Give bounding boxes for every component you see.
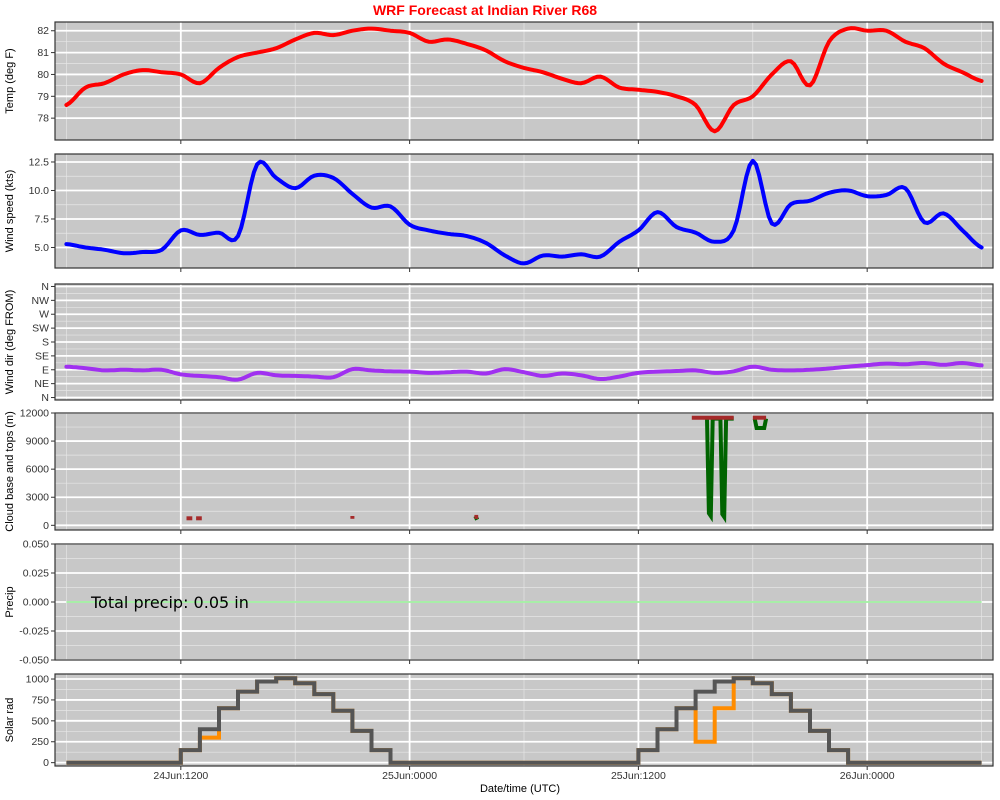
panel-border <box>54 673 994 767</box>
y-tick-label: 80 <box>37 69 49 81</box>
y-tick-label: 0.025 <box>23 568 49 580</box>
y-tick-label: 500 <box>31 715 49 727</box>
solar-clear-sky-line <box>66 676 982 765</box>
y-tick-label: 7.5 <box>34 213 49 225</box>
plot-area <box>64 26 984 134</box>
panel-border <box>54 21 994 141</box>
wind_speed-line <box>64 158 984 266</box>
y-tick-label: W <box>39 309 49 321</box>
wind_dir-line <box>64 361 984 382</box>
panel-border <box>54 412 994 531</box>
total-precip-annotation: Total precip: 0.05 in <box>90 593 249 612</box>
y-tick-label: -0.050 <box>19 655 49 667</box>
y-tick-label: 3000 <box>26 492 50 504</box>
y-tick-label: -0.025 <box>19 626 49 638</box>
y-tick-label: 5.0 <box>34 242 49 254</box>
y-tick-label: 6000 <box>26 464 50 476</box>
y-tick-label: 0.000 <box>23 597 49 609</box>
panel-solar: 0 250 500 750 1000 Solar rad <box>4 673 994 770</box>
y-tick-label: 12.5 <box>29 156 50 168</box>
y-tick-label: 82 <box>37 25 49 37</box>
x-tick-label: 26Jun:0000 <box>840 770 895 782</box>
x-axis: 24Jun:1200 25Jun:0000 25Jun:1200 26Jun:0000 <box>153 770 894 782</box>
y-axis-label: Cloud base and tops (m) <box>4 411 16 531</box>
panel-precip: Total precip: 0.05 in -0.050 -0.025 0.000 0.… <box>4 539 994 667</box>
panel-wind_speed: 5.0 7.5 10.0 12.5 Wind speed (kts) <box>4 153 994 272</box>
y-tick-label: E <box>42 364 49 376</box>
plot-area <box>66 676 982 765</box>
y-tick-label: 81 <box>37 47 49 59</box>
y-axis-label: Solar rad <box>4 698 16 743</box>
y-tick-label: 79 <box>37 91 49 103</box>
y-axis-label: Temp (deg F) <box>4 48 16 113</box>
y-tick-label: 0.050 <box>23 539 49 551</box>
y-tick-label: 0 <box>43 757 49 769</box>
y-tick-label: N <box>41 281 49 293</box>
panels: 78 79 80 81 82 Temp (deg F) 5.0 7.5 10.0 12.5 Wind… <box>4 21 994 770</box>
y-tick-label: SW <box>32 323 49 335</box>
figure-title: WRF Forecast at Indian River R68 <box>373 2 597 18</box>
y-tick-label: 250 <box>31 736 49 748</box>
panel-wind_dir: N NE E SES SW W NW N Wind dir (deg FROM) <box>4 281 994 404</box>
x-axis-label: Date/time (UTC) <box>480 783 560 795</box>
temp-line <box>64 26 984 134</box>
y-tick-label: 78 <box>37 113 49 125</box>
x-tick-label: 25Jun:1200 <box>611 770 666 782</box>
plot-area <box>64 361 984 382</box>
panel-border <box>54 153 994 269</box>
y-tick-label: NW <box>32 295 50 307</box>
y-tick-label: S <box>42 337 49 349</box>
y-tick-label: N <box>41 392 49 404</box>
panel-cloud: 0 3000 6000 9000 12000 Cloud base and tops (m… <box>4 408 994 534</box>
plot-area <box>64 158 984 266</box>
y-tick-label: NE <box>34 378 49 390</box>
x-tick-label: 24Jun:1200 <box>153 770 208 782</box>
cloud-base-line <box>752 418 769 430</box>
y-axis-label: Wind dir (deg FROM) <box>4 290 16 395</box>
y-tick-label: 12000 <box>20 408 49 420</box>
y-axis-label: Wind speed (kts) <box>4 170 16 253</box>
plot-area <box>186 415 769 524</box>
y-tick-label: 750 <box>31 694 49 706</box>
panel-temp: 78 79 80 81 82 Temp (deg F) <box>4 21 994 144</box>
y-axis-label: Precip <box>4 586 16 617</box>
y-tick-label: 0 <box>43 520 49 532</box>
x-tick-label: 25Jun:0000 <box>382 770 437 782</box>
y-tick-label: SE <box>35 350 49 362</box>
y-tick-label: 9000 <box>26 436 50 448</box>
y-tick-label: 10.0 <box>29 185 50 197</box>
y-tick-label: 1000 <box>26 674 50 686</box>
